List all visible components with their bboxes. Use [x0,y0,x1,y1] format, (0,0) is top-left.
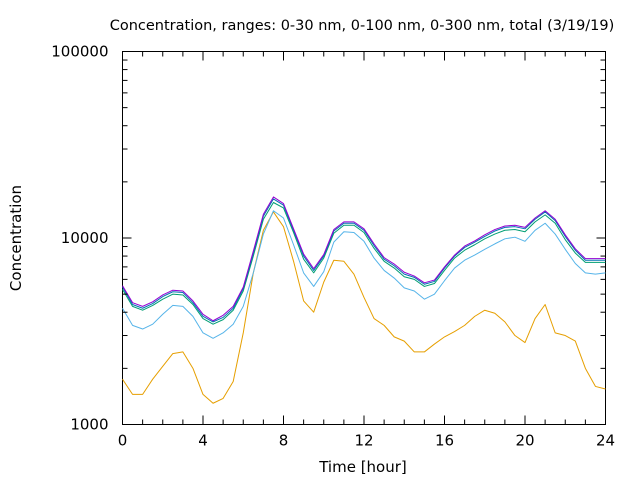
series-line-1 [122,211,606,404]
y-tick-label: 10000 [61,229,109,247]
x-tick-label: 0 [118,432,128,450]
y-axis-title: Concentration [7,185,25,291]
x-tick-label: 16 [435,432,454,450]
series-group [122,196,606,404]
plot-frame [122,51,606,425]
chart-title: Concentration, ranges: 0-30 nm, 0-100 nm… [110,18,615,34]
x-tick-label: 20 [515,432,534,450]
plot-area: 0 4 8 12 16 20 24 1000 10000 100000 [51,43,615,450]
series-line-3 [122,202,606,325]
series-line-2 [122,210,606,339]
y-tick-label: 100000 [51,43,108,61]
y-tick-label: 1000 [70,416,108,434]
x-tick-label: 8 [279,432,289,450]
axis-ticks: 0 4 8 12 16 20 24 1000 10000 100000 [51,43,615,450]
series-line-5 [122,196,606,322]
x-axis-title: Time [hour] [318,458,407,476]
x-tick-label: 4 [198,432,208,450]
x-tick-label: 12 [354,432,373,450]
series-line-4 [122,198,606,323]
x-tick-label: 24 [596,432,615,450]
